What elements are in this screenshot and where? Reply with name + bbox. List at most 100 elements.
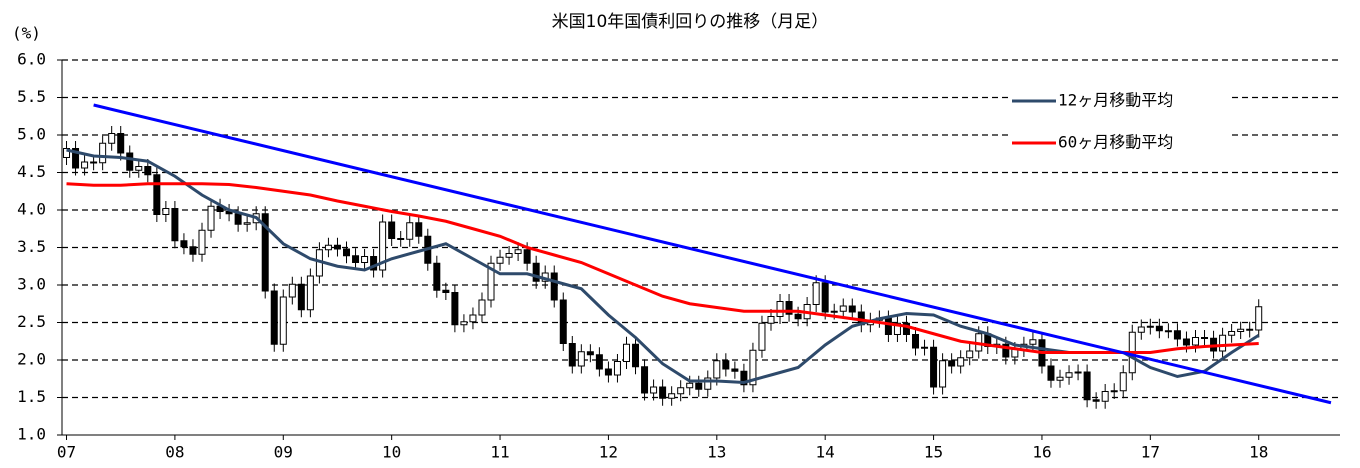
candle-body [361, 256, 369, 263]
candle-body [704, 377, 712, 390]
candle-body [370, 256, 378, 271]
y-tick-label: 4.0 [17, 200, 46, 219]
candle-body [496, 256, 504, 264]
candle-body [1047, 365, 1055, 381]
candle-body [650, 386, 658, 394]
candle-body [1011, 349, 1019, 358]
candle-body [207, 205, 215, 231]
candle-body [1182, 338, 1190, 346]
candle-body [839, 305, 847, 312]
candle-body [912, 334, 920, 349]
y-tick-label: 5.5 [17, 87, 46, 106]
candle-body [1228, 331, 1236, 336]
candle-body [397, 238, 405, 240]
candle-body [776, 301, 784, 317]
y-tick-label: 1.0 [17, 425, 46, 444]
candle-body [893, 322, 901, 335]
candle-body [180, 240, 188, 248]
candle-body [460, 321, 468, 326]
candle-body [333, 244, 341, 250]
y-tick-label: 5.0 [17, 125, 46, 144]
candle-body [1246, 328, 1254, 331]
candle-body [1201, 337, 1209, 339]
candle-body [162, 208, 170, 215]
candle-body [632, 343, 640, 368]
candle-body [821, 282, 829, 313]
candle-body [1110, 390, 1118, 393]
chart-title: 米国10年国債利回りの推移（月足） [552, 12, 829, 32]
candle-body [695, 382, 703, 390]
candle-body [306, 275, 314, 311]
candle-body [577, 351, 585, 367]
candle-body [99, 142, 107, 164]
candle-body [884, 317, 892, 335]
y-tick-label: 4.5 [17, 162, 46, 181]
candle-body [604, 368, 612, 376]
candle-body [442, 289, 450, 293]
moving-average-line [66, 182, 1259, 354]
candle-body [668, 393, 676, 399]
candle-body [406, 222, 414, 240]
candle-body [1101, 391, 1109, 402]
candle-body [1237, 328, 1245, 332]
candle-body [641, 366, 649, 394]
candle-body [939, 360, 947, 388]
candle-body [135, 166, 143, 171]
y-tick-label: 6.0 [17, 50, 46, 69]
candle-body [388, 221, 396, 239]
candle-body [848, 305, 856, 313]
candle-body [1002, 343, 1010, 358]
candle-body [1029, 339, 1037, 345]
candle-body [595, 354, 603, 370]
candle-body [415, 222, 423, 237]
candle-body [270, 290, 278, 345]
candle-body [324, 244, 332, 251]
candle-body [559, 299, 567, 344]
candle-body [713, 360, 721, 379]
candle-body [279, 296, 287, 345]
candle-body [930, 346, 938, 388]
candle-body [1137, 326, 1145, 333]
candle-body [1065, 372, 1073, 378]
candle-body [550, 272, 558, 301]
candle-body [505, 253, 513, 258]
candle-body [261, 213, 269, 292]
candle-body [72, 148, 80, 169]
candle-body [1219, 334, 1227, 352]
candle-body [433, 262, 441, 291]
candle-body [568, 343, 576, 367]
x-tick-label: 08 [165, 443, 184, 462]
candle-body [902, 322, 910, 335]
legend-label: 12ヶ月移動平均 [1058, 91, 1173, 110]
candle-body [1164, 330, 1172, 333]
x-tick-label: 10 [382, 443, 401, 462]
candle-body [352, 255, 360, 263]
candle-body [144, 166, 152, 176]
x-tick-label: 13 [707, 443, 726, 462]
x-tick-label: 11 [490, 443, 509, 462]
candle-body [1146, 325, 1154, 328]
candle-body [586, 351, 594, 356]
x-tick-label: 14 [816, 443, 835, 462]
candle-body [487, 262, 495, 301]
candle-body [1083, 371, 1091, 401]
candle-body [921, 346, 929, 349]
candle-body [108, 133, 116, 144]
candle-body [966, 350, 974, 359]
candle-body [469, 314, 477, 323]
y-tick-label: 2.0 [17, 350, 46, 369]
y-tick-label: 2.5 [17, 312, 46, 331]
candle-body [1056, 376, 1064, 381]
candle-body [297, 283, 305, 311]
candle-body [198, 229, 206, 255]
candle-body [749, 349, 757, 386]
candle-body [957, 357, 965, 367]
candle-body [812, 282, 820, 305]
candle-body [81, 161, 89, 169]
candle-body [532, 262, 540, 282]
candle-body [767, 316, 775, 324]
candle-body [1173, 330, 1181, 340]
candle-body [948, 360, 956, 367]
candle-body [1119, 372, 1127, 392]
x-tick-label: 09 [274, 443, 293, 462]
